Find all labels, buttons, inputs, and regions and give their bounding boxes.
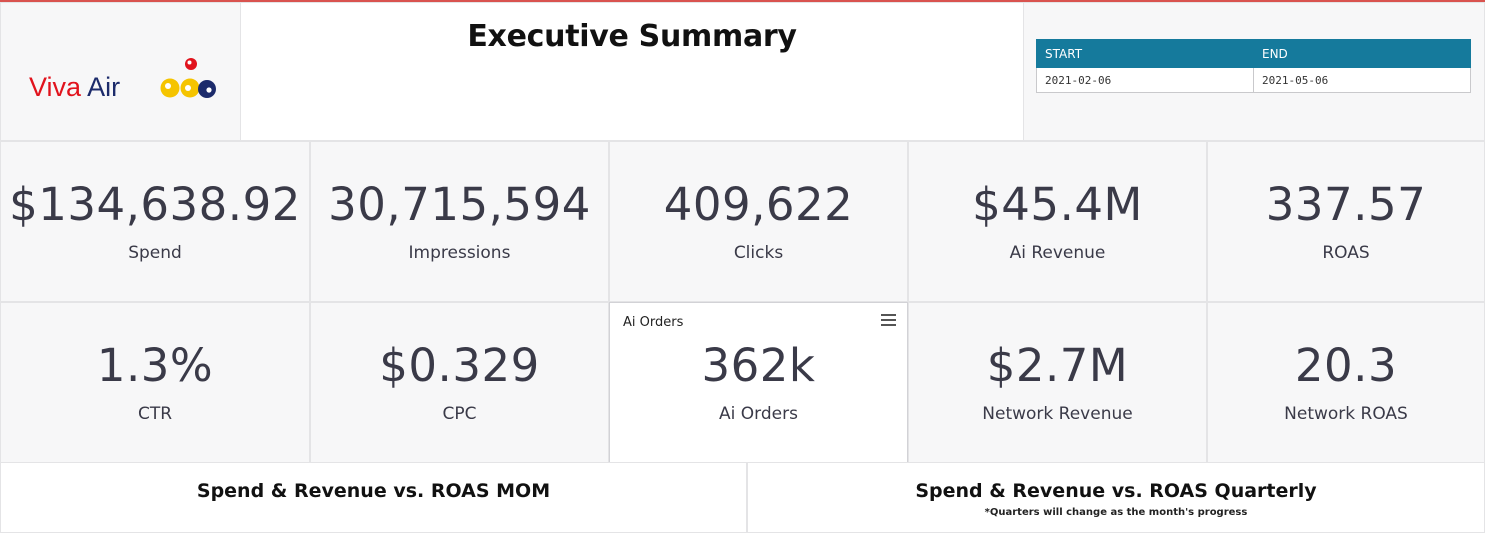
kpi-label: Clicks [733, 243, 784, 263]
kpi-impressions[interactable]: 30,715,594 Impressions [310, 141, 609, 302]
kpi-value: $134,638.92 [9, 178, 301, 231]
kpi-label: CTR [137, 404, 173, 424]
kpi-label: CPC [442, 404, 477, 424]
kpi-network-roas[interactable]: 20.3 Network ROAS [1207, 302, 1485, 463]
top-accent-line [0, 0, 1485, 2]
kpi-network-revenue[interactable]: $2.7M Network Revenue [908, 302, 1207, 463]
kpi-ai-revenue[interactable]: $45.4M Ai Revenue [908, 141, 1207, 302]
dashboard-header: Viva Air Executive Summary START END 202… [0, 2, 1485, 141]
kpi-label: ROAS [1322, 243, 1370, 263]
kpi-value: 409,622 [663, 178, 854, 231]
date-range-cell: START END 2021-02-06 2021-05-06 [1023, 2, 1485, 141]
title-cell: Executive Summary [241, 2, 1023, 141]
kpi-cpc[interactable]: $0.329 CPC [310, 302, 609, 463]
kpi-label: Ai Orders [719, 404, 798, 424]
start-date-value[interactable]: 2021-02-06 [1036, 67, 1254, 93]
end-date-value[interactable]: 2021-05-06 [1253, 67, 1471, 93]
kpi-value: 20.3 [1294, 339, 1398, 392]
kpi-label: Ai Revenue [1009, 243, 1106, 263]
kpi-value: 337.57 [1265, 178, 1427, 231]
section-title-mom: Spend & Revenue vs. ROAS MOM [196, 480, 551, 502]
page-title: Executive Summary [467, 19, 797, 54]
kpi-label: Spend [128, 243, 182, 263]
end-date-header: END [1253, 39, 1471, 68]
logo-wordmark: Viva Air [29, 72, 120, 103]
kpi-value: 1.3% [96, 339, 214, 392]
kpi-roas[interactable]: 337.57 ROAS [1207, 141, 1485, 302]
kpi-label: Impressions [408, 243, 511, 263]
logo-text-viva: Viva [29, 72, 82, 102]
widget-title: Ai Orders [623, 315, 684, 330]
section-note-quarterly: *Quarters will change as the month's pro… [984, 507, 1248, 518]
start-date-header: START [1036, 39, 1254, 68]
hamburger-menu-icon[interactable] [881, 314, 896, 326]
section-title-quarterly: Spend & Revenue vs. ROAS Quarterly [915, 480, 1317, 502]
kpi-ctr[interactable]: 1.3% CTR [0, 302, 310, 463]
kpi-value: $45.4M [972, 178, 1143, 231]
date-range-table: START END 2021-02-06 2021-05-06 [1036, 39, 1471, 93]
logo-circles-icon [160, 58, 216, 98]
section-mom: Spend & Revenue vs. ROAS MOM [0, 462, 747, 533]
logo-text-air: Air [87, 72, 121, 102]
kpi-value: $0.329 [379, 339, 540, 392]
kpi-value: 362k [701, 339, 816, 392]
kpi-spend[interactable]: $134,638.92 Spend [0, 141, 310, 302]
kpi-value: 30,715,594 [328, 178, 591, 231]
kpi-value: $2.7M [986, 339, 1129, 392]
kpi-clicks[interactable]: 409,622 Clicks [609, 141, 908, 302]
section-quarterly: Spend & Revenue vs. ROAS Quarterly *Quar… [747, 462, 1485, 533]
kpi-label: Network ROAS [1284, 404, 1408, 424]
kpi-ai-orders[interactable]: Ai Orders 362k Ai Orders [609, 302, 908, 463]
kpi-label: Network Revenue [982, 404, 1133, 424]
viva-air-logo: Viva Air [29, 55, 229, 105]
logo-cell: Viva Air [0, 2, 241, 141]
